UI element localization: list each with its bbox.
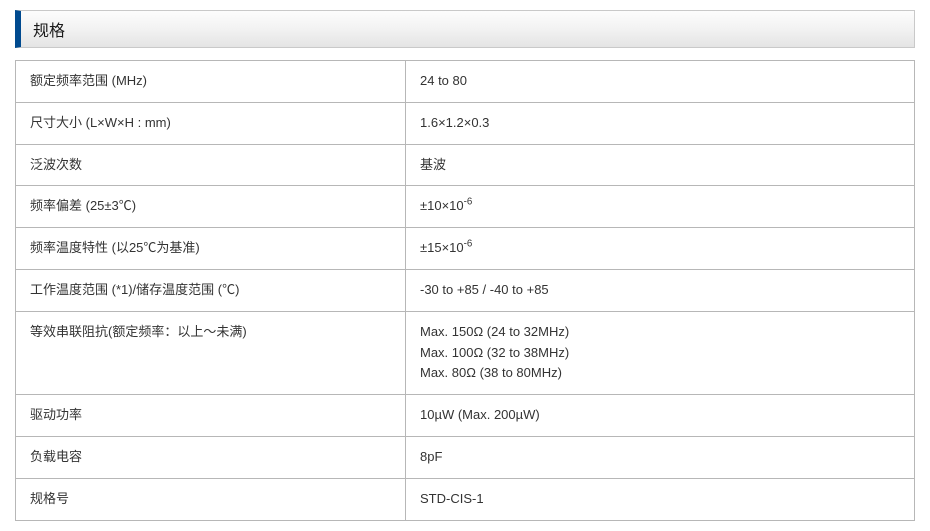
spec-value: 1.6×1.2×0.3	[406, 102, 915, 144]
spec-value: ±10×10-6	[406, 186, 915, 228]
table-row: 驱动功率 10µW (Max. 200µW)	[16, 395, 915, 437]
table-row: 额定频率范围 (MHz) 24 to 80	[16, 61, 915, 103]
spec-table: 额定频率范围 (MHz) 24 to 80 尺寸大小 (L×W×H : mm) …	[15, 60, 915, 521]
spec-panel: 规格 额定频率范围 (MHz) 24 to 80 尺寸大小 (L×W×H : m…	[15, 10, 915, 521]
table-row: 工作温度范围 (*1)/储存温度范围 (℃) -30 to +85 / -40 …	[16, 269, 915, 311]
table-row: 频率偏差 (25±3℃) ±10×10-6	[16, 186, 915, 228]
panel-header: 规格	[15, 10, 915, 48]
spec-value: ±15×10-6	[406, 228, 915, 270]
spec-value: -30 to +85 / -40 to +85	[406, 269, 915, 311]
spec-table-body: 额定频率范围 (MHz) 24 to 80 尺寸大小 (L×W×H : mm) …	[16, 61, 915, 521]
spec-value: Max. 150Ω (24 to 32MHz)Max. 100Ω (32 to …	[406, 311, 915, 394]
table-row: 尺寸大小 (L×W×H : mm) 1.6×1.2×0.3	[16, 102, 915, 144]
spec-label: 驱动功率	[16, 395, 406, 437]
panel-title: 规格	[33, 23, 65, 40]
table-row: 泛波次数 基波	[16, 144, 915, 186]
spec-value: 10µW (Max. 200µW)	[406, 395, 915, 437]
spec-label: 等效串联阻抗(额定频率：以上～未满)	[16, 311, 406, 394]
spec-label: 泛波次数	[16, 144, 406, 186]
table-row: 频率温度特性 (以25℃为基准) ±15×10-6	[16, 228, 915, 270]
spec-label: 工作温度范围 (*1)/储存温度范围 (℃)	[16, 269, 406, 311]
spec-label: 额定频率范围 (MHz)	[16, 61, 406, 103]
table-row: 规格号 STD-CIS-1	[16, 478, 915, 520]
spec-label: 频率温度特性 (以25℃为基准)	[16, 228, 406, 270]
spec-label: 规格号	[16, 478, 406, 520]
spec-value: 基波	[406, 144, 915, 186]
spec-label: 负载电容	[16, 436, 406, 478]
spec-label: 尺寸大小 (L×W×H : mm)	[16, 102, 406, 144]
spec-value: 8pF	[406, 436, 915, 478]
table-row: 等效串联阻抗(额定频率：以上～未满) Max. 150Ω (24 to 32MH…	[16, 311, 915, 394]
table-row: 负载电容 8pF	[16, 436, 915, 478]
spec-value: STD-CIS-1	[406, 478, 915, 520]
spec-label: 频率偏差 (25±3℃)	[16, 186, 406, 228]
spec-value: 24 to 80	[406, 61, 915, 103]
